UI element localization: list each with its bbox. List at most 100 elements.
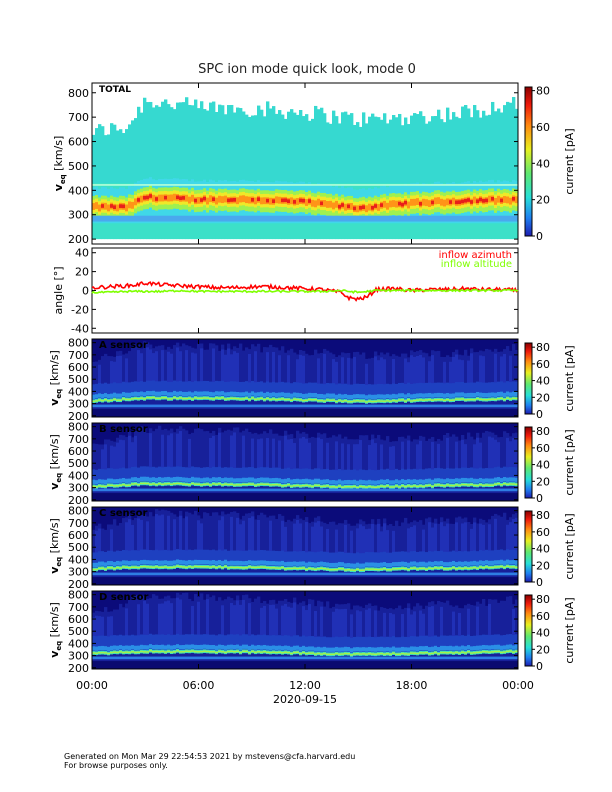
y-tick-label: 800	[68, 87, 89, 100]
colorbar-tick-label: 0	[536, 660, 543, 673]
colorbar-tick-label: 40	[536, 627, 550, 640]
y-tick-label: 300	[68, 398, 89, 411]
y-tick-label: -40	[71, 322, 89, 335]
colorbar-label: current [pA]	[563, 429, 576, 495]
date-label: 2020-09-15	[273, 693, 337, 706]
spectrogram-image	[92, 509, 519, 585]
x-tick-label: 06:00	[183, 679, 215, 692]
panel-label: TOTAL	[99, 85, 131, 95]
colorbar-tick-label: 20	[536, 643, 550, 656]
colorbar-tick-label: 20	[536, 559, 550, 572]
colorbar-tick-label: 20	[536, 391, 550, 404]
colorbar-tick-label: 60	[536, 526, 550, 539]
panel-label: D sensor	[99, 592, 148, 603]
colorbar-tick-label: 80	[536, 593, 550, 606]
colorbar-tick-label: 40	[536, 157, 550, 170]
y-tick-label: -20	[71, 303, 89, 316]
colorbar-label: current [pA]	[563, 345, 576, 411]
spectrogram-image	[92, 592, 519, 669]
y-tick-label: 200	[68, 578, 89, 591]
y-tick-label: 700	[68, 433, 89, 446]
y-tick-label: 600	[68, 613, 89, 626]
colorbar	[524, 594, 533, 667]
y-tick-label: 600	[68, 445, 89, 458]
colorbar-tick-label: 60	[536, 610, 550, 623]
y-tick-label: 500	[68, 373, 89, 386]
y-tick-label: 800	[68, 505, 89, 518]
panel-label: C sensor	[99, 508, 147, 519]
colorbar-tick-label: 80	[536, 85, 550, 98]
y-axis-label: veq [km/s]	[48, 434, 63, 490]
x-tick-label: 00:00	[502, 679, 534, 692]
spectrogram-image	[92, 425, 519, 501]
y-tick-label: 500	[68, 625, 89, 638]
colorbar	[524, 342, 533, 415]
y-tick-label: 20	[75, 266, 89, 279]
x-tick-label: 12:00	[289, 679, 321, 692]
y-tick-label: 600	[68, 361, 89, 374]
spectrogram-image	[92, 97, 519, 240]
x-tick-label: 00:00	[76, 679, 108, 692]
y-tick-label: 400	[68, 469, 89, 482]
y-tick-label: 600	[68, 136, 89, 149]
y-tick-label: 400	[68, 637, 89, 650]
legend-entry: inflow altitude	[441, 259, 512, 270]
y-tick-label: 40	[75, 247, 89, 260]
panel-label: B sensor	[99, 424, 148, 435]
colorbar	[524, 86, 533, 237]
spectrogram-panel-total: 200 300 400 500 600 700 800 TOTAL veq [km/s] 0 20 4…	[52, 82, 576, 246]
colorbar	[524, 426, 533, 499]
panel-label: A sensor	[99, 340, 148, 351]
colorbar-tick-label: 0	[536, 230, 543, 243]
colorbar-tick-label: 60	[536, 121, 550, 134]
colorbar-tick-label: 40	[536, 543, 550, 556]
series-inflow-altitude	[91, 288, 519, 294]
y-tick-label: 300	[68, 650, 89, 663]
y-tick-label: 800	[68, 589, 89, 602]
y-tick-label: 200	[68, 233, 89, 246]
y-tick-label: 200	[68, 494, 89, 507]
footer-purpose-line: For browse purposes only.	[64, 761, 168, 770]
colorbar	[524, 510, 533, 583]
chart-title: SPC ion mode quick look, mode 0	[198, 62, 416, 77]
colorbar-tick-label: 60	[536, 358, 550, 371]
y-tick-label: 500	[68, 541, 89, 554]
y-tick-label: 300	[68, 482, 89, 495]
y-tick-label: 800	[68, 421, 89, 434]
y-axis-label: veq [km/s]	[48, 518, 63, 574]
colorbar-tick-label: 80	[536, 425, 550, 438]
colorbar-tick-label: 20	[536, 194, 550, 207]
y-tick-label: 700	[68, 601, 89, 614]
y-tick-label: 800	[68, 337, 89, 350]
y-axis-label: veq [km/s]	[48, 602, 63, 658]
y-tick-label: 500	[68, 457, 89, 470]
legend-entry: inflow azimuth	[439, 250, 512, 261]
y-tick-label: 400	[68, 553, 89, 566]
colorbar-tick-label: 60	[536, 442, 550, 455]
x-tick-label: 18:00	[396, 679, 428, 692]
y-tick-label: 200	[68, 662, 89, 675]
colorbar-tick-label: 20	[536, 475, 550, 488]
colorbar-tick-label: 40	[536, 459, 550, 472]
y-tick-label: 700	[68, 349, 89, 362]
y-tick-label: 600	[68, 529, 89, 542]
y-axis-label: veq [km/s]	[48, 350, 63, 406]
colorbar-label: current [pA]	[563, 597, 576, 663]
footer-generated-line: Generated on Mon Mar 29 22:54:53 2021 by…	[64, 752, 356, 761]
y-tick-label: 300	[68, 209, 89, 222]
colorbar-tick-label: 0	[536, 408, 543, 421]
colorbar-tick-label: 80	[536, 509, 550, 522]
footer: Generated on Mon Mar 29 22:54:53 2021 by…	[64, 752, 355, 770]
colorbar-tick-label: 40	[536, 375, 550, 388]
y-tick-label: 700	[68, 111, 89, 124]
y-tick-label: 200	[68, 410, 89, 423]
colorbar-label: current [pA]	[563, 513, 576, 579]
colorbar-tick-label: 0	[536, 576, 543, 589]
colorbar-tick-label: 0	[536, 492, 543, 505]
y-tick-label: 300	[68, 566, 89, 579]
